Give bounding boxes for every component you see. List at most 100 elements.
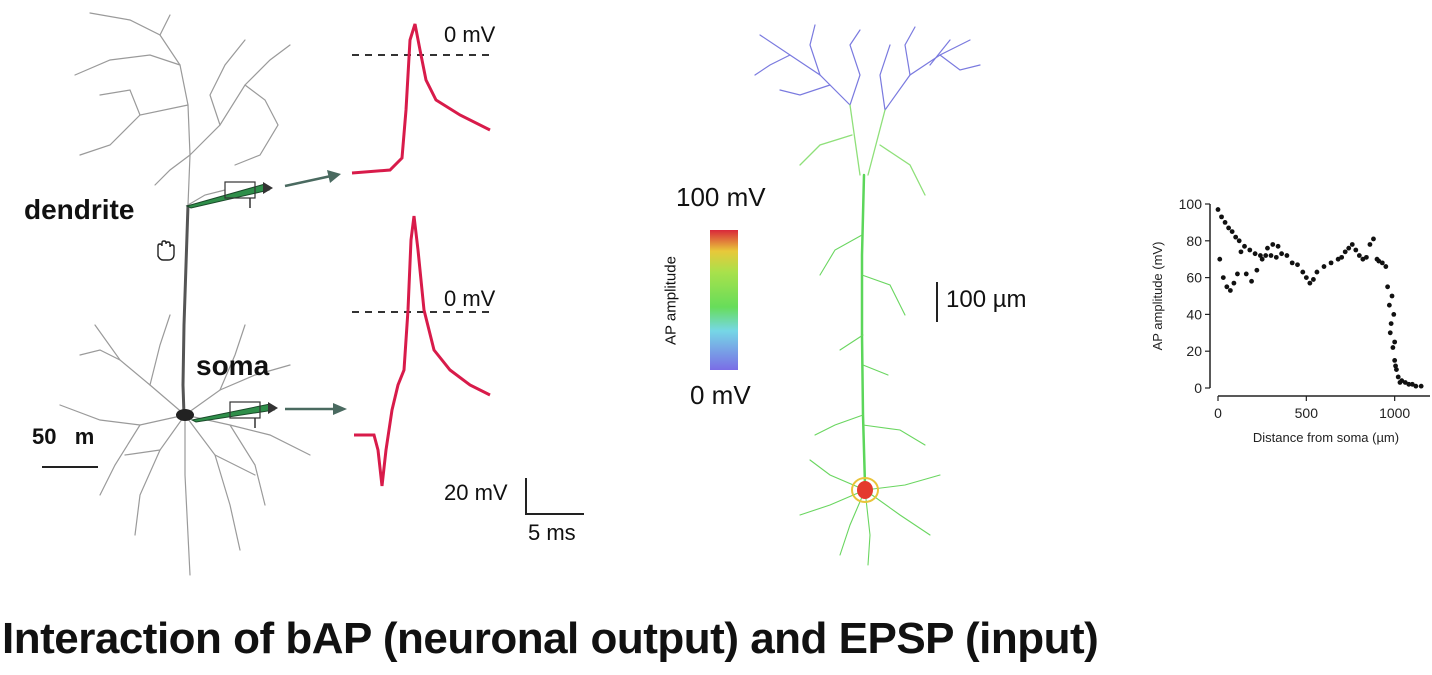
scatter-y-tick-label: 0 <box>1194 380 1202 396</box>
scatter-point <box>1303 275 1309 280</box>
scatter-point <box>1335 256 1341 262</box>
scatter-point <box>1229 229 1235 234</box>
scatter-point <box>1259 256 1265 262</box>
scatter-point <box>1360 256 1366 262</box>
scatter-point <box>1300 269 1306 275</box>
scatter-point <box>1391 312 1397 317</box>
scatter-point <box>1364 254 1369 260</box>
scatter-point <box>1284 253 1290 258</box>
scatter-point <box>1268 253 1274 258</box>
neuron-scale-label: 50 m <box>32 424 95 449</box>
scatter-point <box>1279 251 1284 257</box>
hand-grab-icon <box>152 238 178 264</box>
scatter-point <box>1258 253 1263 258</box>
scatter-point <box>1289 260 1295 266</box>
slide-title: Interaction of bAP (neuronal output) and… <box>2 614 1099 663</box>
dendrite-arrow-icon <box>284 170 341 188</box>
scatter-y-tick-label: 40 <box>1186 306 1202 322</box>
scatter-point <box>1263 253 1269 258</box>
scatter-x-tick-label: 500 <box>1295 405 1319 421</box>
scatter-point <box>1376 258 1382 264</box>
scatter-point <box>1386 302 1392 308</box>
scatter-point <box>1219 214 1224 220</box>
scatter-point <box>1236 238 1242 244</box>
scatter-point <box>1385 284 1390 290</box>
soma-body <box>176 409 194 421</box>
scatter-x-label: Distance from soma (µm) <box>1253 430 1399 445</box>
scatter-point <box>1394 367 1399 372</box>
scatter-point <box>1235 271 1240 277</box>
scatter-point <box>1328 260 1334 266</box>
neuron-reconstruction <box>42 12 311 576</box>
scatter-point <box>1233 234 1239 240</box>
scatter-point <box>1392 339 1398 345</box>
scatter-point <box>1243 271 1249 277</box>
scatter-point <box>1307 280 1313 286</box>
scatter-point <box>1397 380 1403 385</box>
scatter-point <box>1226 225 1231 231</box>
colorbar-gradient <box>710 230 738 370</box>
bottom-zero-label: 0 mV <box>444 286 496 311</box>
scatter-x-tick-label: 1000 <box>1379 405 1410 421</box>
scatter-point <box>1383 264 1389 269</box>
scatter-point <box>1406 381 1412 387</box>
scatter-point <box>1231 280 1237 286</box>
trace-scale-bar <box>525 478 584 515</box>
scatter-point <box>1270 242 1276 247</box>
scatter-point <box>1227 288 1233 293</box>
scatter-y-tick-label: 60 <box>1186 270 1202 286</box>
trace-scale-voltage-label: 20 mV <box>444 480 508 505</box>
scatter-point <box>1273 254 1279 260</box>
scatter-point <box>1349 242 1355 247</box>
bottom-trace <box>354 215 491 487</box>
model-scale-bar <box>936 282 938 322</box>
scatter-point <box>1342 249 1348 255</box>
scatter-point <box>1356 253 1362 258</box>
scatter-point <box>1379 260 1385 266</box>
scatter-y-tick-label: 80 <box>1186 233 1202 249</box>
scatter-point <box>1395 374 1401 380</box>
voltage-traces <box>351 23 584 515</box>
scatter-point <box>1409 381 1415 387</box>
colorbar-axis-label: AP amplitude <box>662 256 680 345</box>
scatter-point <box>1346 245 1352 251</box>
model-soma <box>857 481 873 499</box>
scatter-point <box>1249 278 1254 284</box>
scatter-point <box>1402 380 1408 385</box>
scatter-point <box>1224 284 1230 290</box>
scatter-point <box>1242 243 1247 249</box>
scatter-point <box>1215 207 1221 212</box>
model-scale-label: 100 µm <box>946 286 1027 313</box>
scatter-point <box>1321 264 1327 269</box>
top-trace <box>351 23 491 175</box>
scatter-y-label: AP amplitude (mV) <box>1150 242 1165 351</box>
scatter-point <box>1418 383 1424 389</box>
scatter-point <box>1252 251 1258 257</box>
colorbar-bottom-label: 0 mV <box>690 380 751 410</box>
scatter-y-tick-label: 100 <box>1179 196 1203 212</box>
dendrite-electrode <box>185 181 273 209</box>
scatter-point <box>1388 321 1394 326</box>
scatter-point <box>1311 277 1316 282</box>
scatter-point <box>1371 236 1376 242</box>
scatter-point <box>1314 269 1320 275</box>
scatter-point <box>1275 243 1281 249</box>
scatter-point <box>1413 383 1419 389</box>
scatter-point <box>1265 245 1270 251</box>
scatter-point <box>1367 242 1373 247</box>
scatter-point <box>1393 363 1398 369</box>
scatter-point <box>1387 330 1393 336</box>
dendrite-label: dendrite <box>24 194 135 225</box>
scatter-point <box>1389 293 1395 299</box>
trace-scale-time-label: 5 ms <box>528 520 576 545</box>
scatter-point <box>1339 254 1345 260</box>
soma-electrode <box>190 401 278 428</box>
scatter-point <box>1390 345 1396 350</box>
scatter-point <box>1353 247 1359 253</box>
soma-label: soma <box>196 350 270 381</box>
scatter-point <box>1392 358 1398 363</box>
scatter-point <box>1295 262 1300 268</box>
soma-arrow-icon <box>285 403 347 415</box>
scatter-point <box>1222 220 1228 225</box>
